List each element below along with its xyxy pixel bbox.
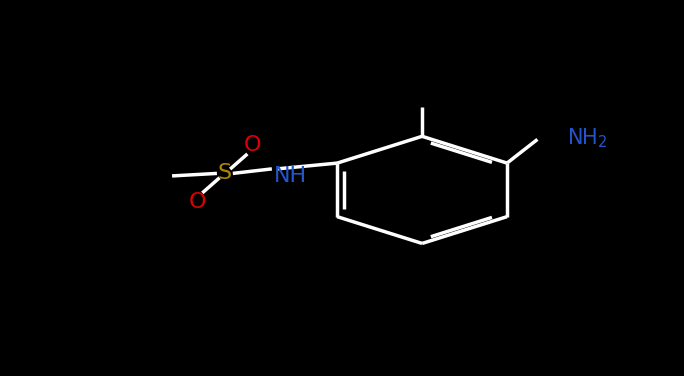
Text: NH: NH	[274, 166, 307, 186]
Text: NH$_2$: NH$_2$	[566, 126, 607, 150]
Text: O: O	[244, 135, 261, 155]
Text: S: S	[218, 164, 232, 183]
Text: O: O	[188, 191, 206, 212]
